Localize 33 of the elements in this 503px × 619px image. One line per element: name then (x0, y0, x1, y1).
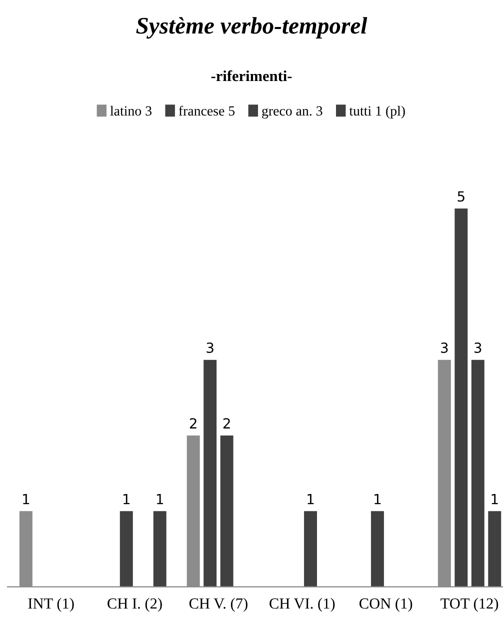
chart-title: Système verbo-temporel (136, 17, 368, 39)
data-label: 2 (190, 418, 196, 428)
x-tick-label: CON (1) (360, 598, 412, 612)
x-tick-label: CH VI. (1) (270, 598, 335, 612)
bar (120, 511, 133, 587)
legend-label: latino 3 (110, 106, 152, 116)
legend-label: tutti 1 (pl) (349, 106, 405, 118)
chart-subtitle: -riferimenti- (211, 70, 292, 82)
data-label: 1 (308, 494, 314, 504)
data-label: 1 (123, 494, 130, 504)
data-label: 3 (206, 342, 214, 353)
bar (204, 360, 217, 587)
data-label: 1 (492, 494, 498, 504)
bar (488, 511, 502, 587)
data-label: 5 (458, 191, 464, 202)
bar (471, 360, 484, 587)
x-tick-label: CH V. (7) (189, 598, 248, 612)
data-label: 3 (441, 342, 448, 353)
bar (370, 511, 384, 587)
legend-label: francese 5 (178, 106, 235, 116)
bar (220, 436, 234, 587)
data-label: 2 (223, 418, 230, 428)
bar (304, 511, 317, 587)
bar (454, 208, 468, 587)
x-tick-label: TOT (12) (440, 598, 498, 612)
data-label: 1 (156, 494, 163, 504)
legend-label: greco an. 3 (262, 106, 322, 118)
data-label: 1 (23, 494, 30, 504)
x-tick-label: INT (1) (28, 598, 74, 612)
data-label: 1 (374, 494, 381, 504)
x-tick-label: CH I. (2) (108, 598, 162, 612)
bar (153, 511, 166, 587)
data-label: 3 (474, 342, 482, 353)
